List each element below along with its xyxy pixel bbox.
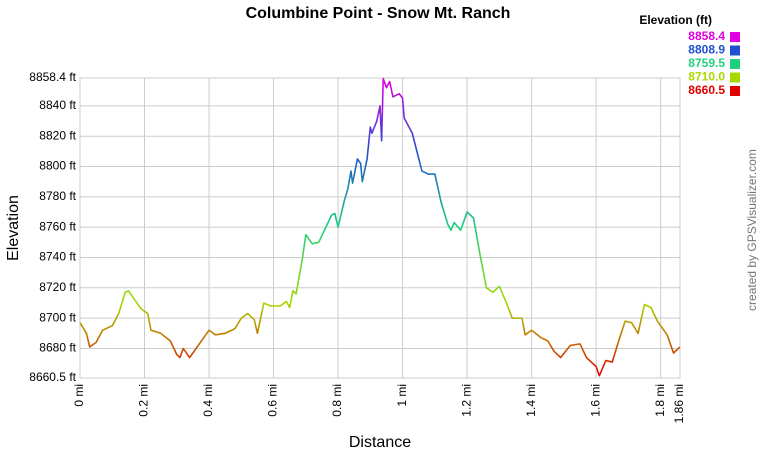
x-tick-label: 0.4 mi <box>201 384 215 417</box>
y-tick-label: 8760 ft <box>39 219 76 233</box>
plot-area <box>79 77 681 379</box>
legend-swatch <box>730 59 740 69</box>
y-tick-label: 8680 ft <box>39 341 76 355</box>
legend-title: Elevation (ft) <box>639 13 712 27</box>
x-tick-label: 0.8 mi <box>330 384 344 417</box>
y-axis-label: Elevation <box>5 195 22 261</box>
y-tick-label: 8740 ft <box>39 250 76 264</box>
legend-label: 8660.5 <box>688 83 725 97</box>
x-tick-label: 1.2 mi <box>459 384 473 417</box>
legend-label: 8710.0 <box>688 70 725 84</box>
x-tick-label: 0.6 mi <box>266 384 280 417</box>
x-axis-label: Distance <box>349 434 411 451</box>
y-tick-label: 8840 ft <box>39 98 76 112</box>
chart-title: Columbine Point - Snow Mt. Ranch <box>246 5 511 22</box>
y-tick-label: 8660.5 ft <box>29 370 76 384</box>
y-tick-label: 8720 ft <box>39 280 76 294</box>
legend-swatch <box>730 72 740 83</box>
y-tick-label: 8858.4 ft <box>29 70 76 84</box>
x-tick-label: 1.4 mi <box>524 384 538 417</box>
x-tick-label: 1 mi <box>395 384 409 407</box>
x-tick-label: 0.2 mi <box>137 384 151 417</box>
legend-label: 8759.5 <box>688 56 725 70</box>
legend-label: 8808.9 <box>688 43 725 57</box>
elevation-line <box>79 77 681 377</box>
legend-swatch <box>730 32 740 42</box>
x-tick-label: 0 mi <box>72 384 86 407</box>
y-tick-label: 8700 ft <box>39 310 76 324</box>
y-tick-label: 8780 ft <box>39 189 76 203</box>
y-tick-label: 8800 ft <box>39 159 76 173</box>
x-tick-label: 1.86 mi <box>672 384 686 423</box>
legend-swatch <box>730 45 740 56</box>
y-tick-label: 8820 ft <box>39 128 76 142</box>
legend-label: 8858.4 <box>688 29 725 43</box>
x-tick-label: 1.8 mi <box>653 384 667 417</box>
credit: created by GPSVisualizer.com <box>745 149 759 311</box>
legend-swatch <box>730 86 740 96</box>
x-tick-label: 1.6 mi <box>588 384 602 417</box>
